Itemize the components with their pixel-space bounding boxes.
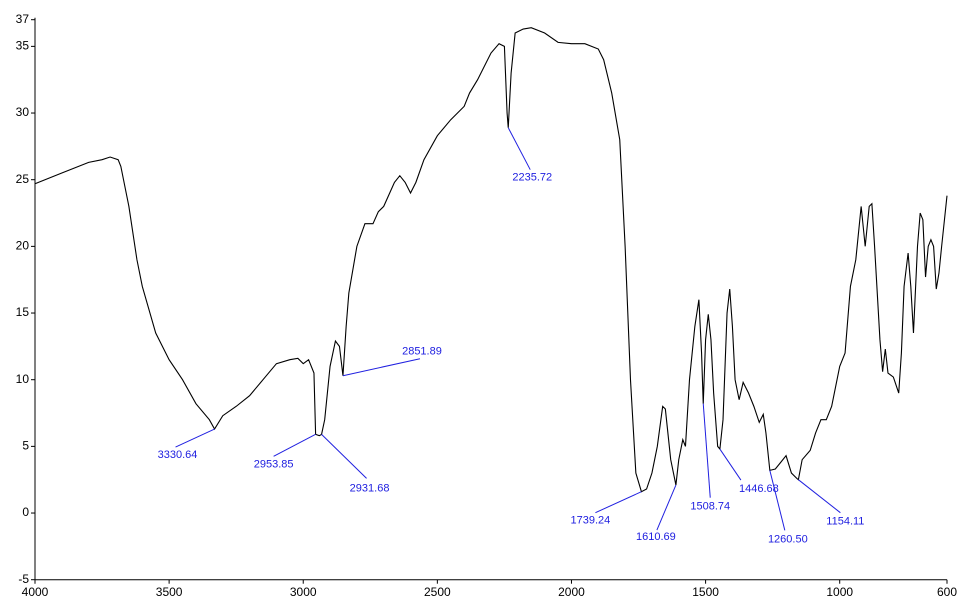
x-tick-label: 600 [937,585,957,599]
x-tick-label: 2000 [558,585,585,599]
y-tick-label: 35 [16,39,30,53]
peak-leader [769,470,786,531]
peak-leader [798,479,841,514]
peak-label: 3330.64 [158,449,198,461]
peak-leader [321,434,367,479]
peak-label: 1739.24 [571,515,611,527]
x-tick-label: 3500 [156,585,183,599]
y-tick-label: 20 [16,239,30,253]
y-tick-label: 25 [16,172,30,186]
y-tick-label: 37 [16,12,30,26]
peak-leader [656,484,677,531]
peak-label: 2851.89 [402,346,442,358]
peak-label: 2931.68 [350,482,390,494]
y-tick-label: 0 [22,505,29,519]
x-tick-label: 1500 [692,585,719,599]
x-tick-label: 4000 [22,585,49,599]
peak-leader [342,358,421,377]
peak-leader [273,433,316,457]
peak-label: 2953.85 [254,458,294,470]
y-tick-label: 5 [22,439,29,453]
x-tick-label: 2500 [424,585,451,599]
peak-leader [595,491,642,514]
peak-leader [175,428,215,448]
peak-label: 1508.74 [690,501,730,513]
peak-leader [507,127,531,170]
x-tick-label: 3000 [290,585,317,599]
spectrum-line [34,27,948,493]
y-tick-label: 10 [16,372,30,386]
peak-label: 1154.11 [826,516,864,528]
peak-leader [702,403,711,498]
y-tick-label: 30 [16,105,30,119]
y-tick-label: -5 [18,572,29,586]
peak-label: 1260.50 [768,533,808,545]
peak-label: 1610.69 [636,531,676,543]
x-tick-label: 1000 [826,585,853,599]
y-tick-label: 15 [16,305,30,319]
peak-leader [719,448,742,481]
peak-label: 1446.68 [739,483,779,495]
peak-label: 2235.72 [512,172,552,184]
